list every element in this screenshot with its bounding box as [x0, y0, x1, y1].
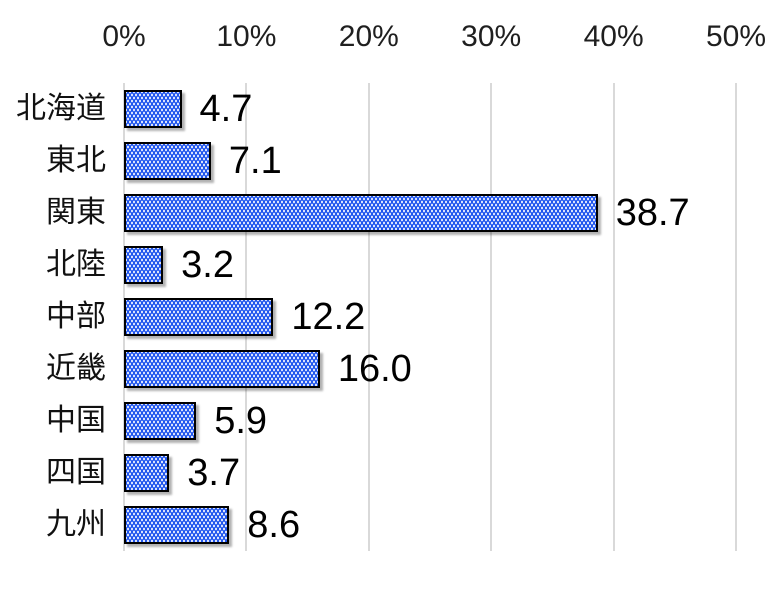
- value-label: 38.7: [615, 192, 690, 234]
- bar: [124, 298, 274, 336]
- category-label: 東北: [46, 144, 106, 177]
- plot-area: 4.7 7.1 38.7 3.2 12.2 16.0 5.9 3.7 8.6: [123, 83, 737, 551]
- gridline: [490, 83, 493, 551]
- value-label: 12.2: [291, 296, 366, 338]
- value-label: 4.7: [199, 88, 253, 130]
- category-label: 北海道: [16, 92, 106, 125]
- x-axis-tick-label: 50%: [705, 20, 767, 53]
- value-label: 7.1: [228, 140, 282, 182]
- value-label: 16.0: [337, 348, 412, 390]
- bar: [124, 246, 164, 284]
- bar: [124, 142, 211, 180]
- bar: [124, 90, 182, 128]
- category-label: 中部: [46, 300, 106, 333]
- gridline: [367, 83, 370, 551]
- x-axis-tick-label: 30%: [461, 20, 522, 53]
- value-label: 3.7: [187, 452, 241, 494]
- value-label: 3.2: [181, 244, 234, 286]
- bar: [124, 506, 230, 544]
- category-label: 近畿: [46, 352, 106, 385]
- bar: [124, 350, 320, 388]
- x-axis-tick-label: 10%: [216, 20, 277, 53]
- category-label: 関東: [46, 196, 106, 229]
- bar: [124, 194, 598, 232]
- gridline: [612, 83, 615, 551]
- category-label: 北陸: [46, 248, 106, 281]
- category-label: 四国: [46, 456, 106, 489]
- category-label: 中国: [46, 404, 106, 437]
- bar: [124, 454, 170, 492]
- bar: [124, 402, 197, 440]
- x-axis-tick-label: 40%: [583, 20, 644, 53]
- value-label: 5.9: [214, 400, 268, 442]
- gridline: [735, 83, 737, 551]
- category-label: 九州: [46, 508, 106, 541]
- value-label: 8.6: [247, 504, 301, 546]
- x-axis-tick-label: 0%: [102, 20, 146, 53]
- x-axis-tick-label: 20%: [338, 20, 399, 53]
